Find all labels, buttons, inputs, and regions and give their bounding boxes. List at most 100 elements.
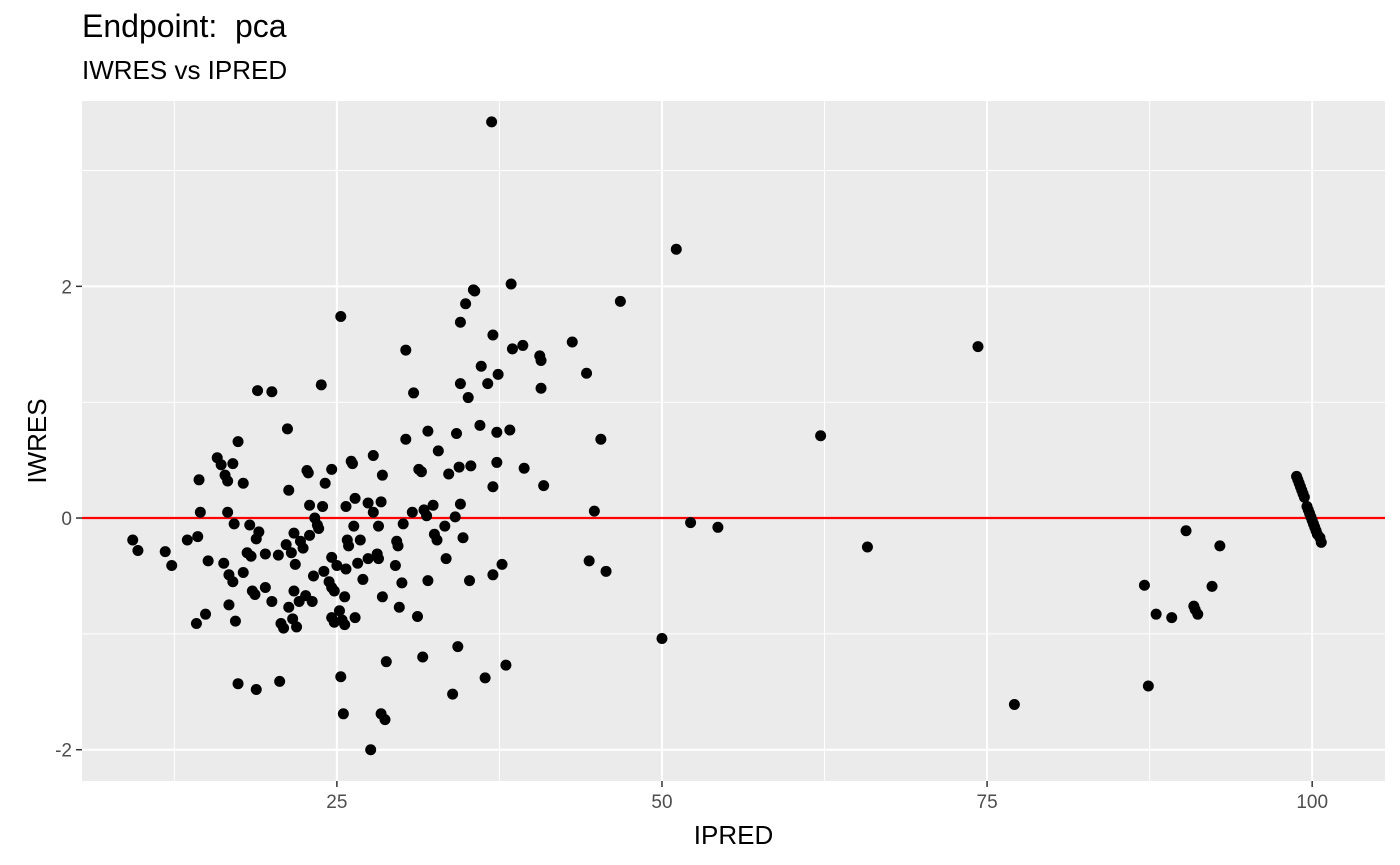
data-point	[600, 565, 612, 577]
data-point	[249, 588, 261, 600]
data-point	[475, 360, 487, 372]
data-point	[266, 386, 278, 398]
data-point	[815, 430, 827, 442]
data-point	[1008, 699, 1020, 711]
data-point	[319, 477, 331, 489]
data-point	[379, 714, 391, 726]
data-point	[375, 496, 387, 508]
data-point	[487, 481, 499, 493]
data-point	[380, 656, 392, 668]
minor-gridlines	[82, 101, 1385, 781]
data-point	[346, 458, 358, 470]
data-point	[500, 659, 512, 671]
data-point	[460, 298, 472, 310]
data-point	[712, 521, 724, 533]
data-point	[535, 382, 547, 394]
data-point	[289, 558, 301, 570]
data-point	[1180, 525, 1192, 537]
data-point	[259, 582, 271, 594]
data-point	[297, 542, 309, 554]
plot-panel	[82, 101, 1385, 781]
data-point	[288, 585, 300, 597]
data-point	[354, 534, 366, 546]
data-point	[349, 612, 361, 624]
data-point	[304, 499, 316, 511]
data-point	[427, 499, 439, 511]
data-point	[343, 540, 355, 552]
data-point	[421, 510, 433, 522]
data-point	[331, 560, 343, 572]
data-point	[357, 573, 369, 585]
data-point	[328, 585, 340, 597]
data-point	[237, 566, 249, 578]
data-point	[252, 385, 264, 397]
data-point	[326, 551, 338, 563]
tick-labels: 25 50 75 100 -2 0 2	[55, 277, 1328, 813]
data-point	[1138, 579, 1150, 591]
data-point	[538, 480, 550, 492]
data-point	[393, 601, 405, 613]
data-point	[474, 419, 486, 431]
data-point	[454, 316, 466, 328]
data-point	[339, 591, 351, 603]
data-point	[581, 367, 593, 379]
data-point	[417, 651, 429, 663]
data-point	[307, 570, 319, 582]
data-point	[285, 547, 297, 559]
data-point	[452, 641, 464, 653]
y-tick-label: 2	[61, 277, 72, 298]
data-point	[326, 463, 338, 475]
data-point	[362, 553, 374, 565]
data-point	[349, 492, 361, 504]
data-point	[439, 520, 451, 532]
data-point	[266, 595, 278, 607]
data-point	[348, 520, 360, 532]
data-point	[283, 601, 295, 613]
data-point	[291, 621, 303, 633]
data-point	[506, 343, 518, 355]
data-point	[1315, 536, 1327, 548]
data-point	[281, 423, 293, 435]
data-point	[504, 424, 516, 436]
data-point	[132, 544, 144, 556]
y-tick-label: -2	[55, 741, 72, 762]
data-point	[415, 466, 427, 478]
data-point	[222, 506, 234, 518]
data-point	[492, 368, 504, 380]
data-point	[127, 534, 139, 546]
data-point	[487, 569, 499, 581]
data-point	[614, 295, 626, 307]
x-tick-label: 25	[326, 792, 347, 813]
data-point	[1142, 680, 1154, 692]
data-point	[396, 577, 408, 589]
data-point	[454, 378, 466, 390]
data-point	[392, 540, 404, 552]
data-point	[181, 534, 193, 546]
data-point	[288, 527, 300, 539]
data-point	[462, 392, 474, 404]
data-point	[397, 518, 409, 530]
data-point	[228, 518, 240, 530]
data-point	[362, 497, 374, 509]
data-point	[339, 619, 351, 631]
x-tick-label: 50	[651, 792, 672, 813]
data-point	[272, 549, 284, 561]
data-point	[656, 633, 668, 645]
data-point	[376, 591, 388, 603]
data-point	[685, 517, 697, 529]
data-point	[193, 474, 205, 486]
data-point	[389, 560, 401, 572]
data-point	[253, 526, 265, 538]
data-point	[440, 553, 452, 565]
data-point	[451, 427, 463, 439]
data-point	[406, 506, 418, 518]
data-point	[278, 622, 290, 634]
data-point	[280, 539, 292, 551]
data-point	[244, 519, 256, 531]
data-point	[487, 329, 499, 341]
data-point	[454, 498, 466, 510]
data-point	[372, 553, 384, 565]
data-point	[1166, 612, 1178, 624]
data-point	[335, 310, 347, 322]
data-point	[566, 336, 578, 348]
